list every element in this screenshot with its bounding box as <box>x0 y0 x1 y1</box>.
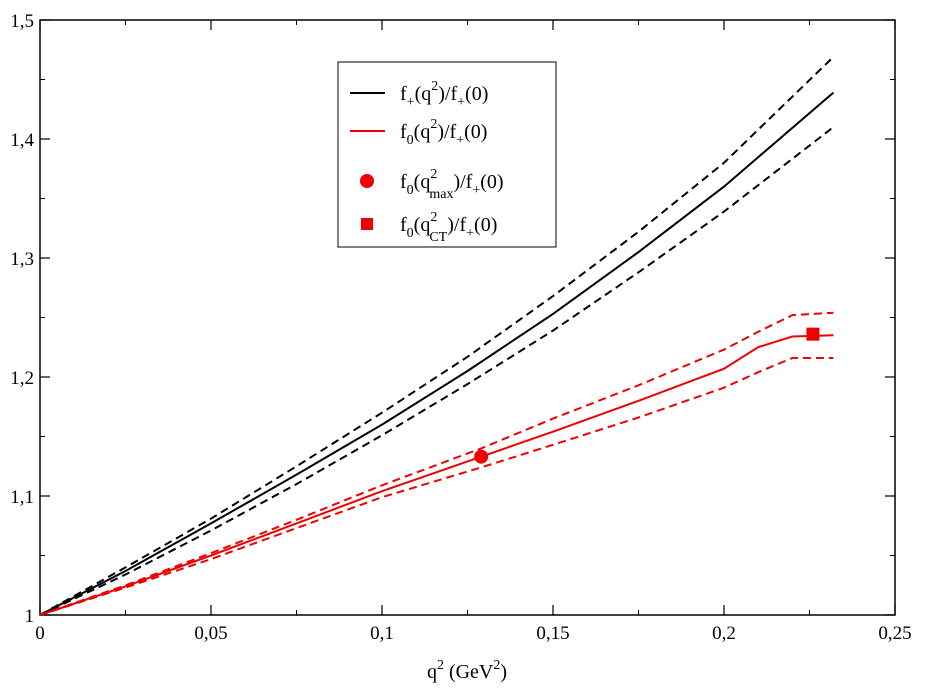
series-line-f-central <box>39 91 835 616</box>
x-tick-label: 0,2 <box>712 623 736 644</box>
axis-ticks <box>39 19 896 616</box>
legend-entry: f+(q2)/f+(0) <box>350 79 488 110</box>
series-line-f0-lower <box>39 357 834 616</box>
series-line-f0-upper <box>39 311 834 616</box>
x-tick-label: 0,1 <box>370 623 394 644</box>
x-axis-label: q2 (GeV2) <box>427 658 507 683</box>
legend: f+(q2)/f+(0) f0(q2)/f+(0) f0(q2 max)/f+(0) f… <box>337 61 557 248</box>
x-tick-label: 0,05 <box>194 623 227 644</box>
legend-entry: f0(q2 max)/f+(0) <box>360 167 504 202</box>
marker-q2ct <box>806 327 820 341</box>
series-line-f0-central <box>39 334 834 616</box>
legend-label: f0(q2)/f+(0) <box>400 117 487 148</box>
legend-circle-icon <box>360 174 374 188</box>
series-line-f-upper <box>39 56 835 616</box>
legend-label: f0(q2 CT)/f+(0) <box>400 210 497 245</box>
marker-q2max <box>474 449 489 464</box>
legend-entry: f0(q2)/f+(0) <box>350 117 487 148</box>
legend-entry: f0(q2 CT)/f+(0) <box>361 210 497 245</box>
y-tick-label: 1 <box>25 606 35 627</box>
legend-label: f+(q2)/f+(0) <box>400 79 488 110</box>
x-tick-label: 0,15 <box>536 623 569 644</box>
data-markers <box>474 327 820 464</box>
y-tick-label: 1,4 <box>10 130 34 151</box>
y-tick-label: 1,5 <box>10 11 34 32</box>
legend-label: f0(q2 max)/f+(0) <box>400 167 504 202</box>
axis-tick-labels: 0 0,05 0,1 0,15 0,2 0,25 1 1,1 1,2 1,3 1,4 1,5 <box>10 11 911 644</box>
x-tick-label: 0 <box>35 623 45 644</box>
y-tick-label: 1,3 <box>10 249 34 270</box>
legend-square-icon <box>361 218 373 230</box>
y-tick-label: 1,1 <box>10 487 34 508</box>
x-tick-label: 0,25 <box>878 623 911 644</box>
series-line-f-lower <box>39 126 835 616</box>
data-series <box>39 56 835 616</box>
y-tick-label: 1,2 <box>10 368 34 389</box>
